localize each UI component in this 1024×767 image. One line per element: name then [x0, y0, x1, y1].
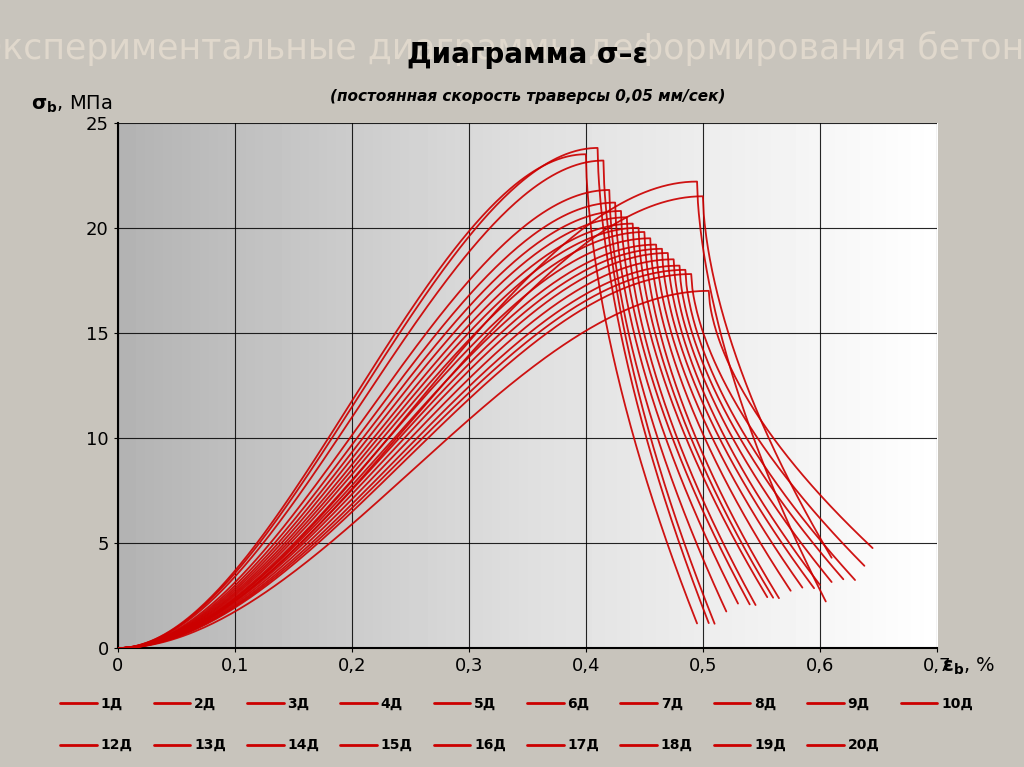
- Text: 1Д: 1Д: [100, 696, 123, 710]
- Text: 14Д: 14Д: [288, 738, 319, 752]
- Text: (постоянная скорость траверсы 0,05 мм/сек): (постоянная скорость траверсы 0,05 мм/се…: [330, 88, 725, 104]
- Text: 7Д: 7Д: [660, 696, 683, 710]
- Text: 2Д: 2Д: [194, 696, 216, 710]
- Text: 15Д: 15Д: [381, 738, 413, 752]
- Text: Диаграмма σ–ε: Диаграмма σ–ε: [407, 41, 648, 69]
- Text: 13Д: 13Д: [194, 738, 226, 752]
- Text: 20Д: 20Д: [848, 738, 880, 752]
- Text: 5Д: 5Д: [474, 696, 497, 710]
- Text: 16Д: 16Д: [474, 738, 506, 752]
- Text: 12Д: 12Д: [100, 738, 133, 752]
- Text: 10Д: 10Д: [941, 696, 973, 710]
- Text: 19Д: 19Д: [755, 738, 786, 752]
- Text: 4Д: 4Д: [381, 696, 403, 710]
- Text: Экспериментальные диаграммы деформирования бетона: Экспериментальные диаграммы деформирован…: [0, 31, 1024, 66]
- Text: 6Д: 6Д: [567, 696, 590, 710]
- Text: 3Д: 3Д: [288, 696, 309, 710]
- Text: 18Д: 18Д: [660, 738, 693, 752]
- Text: 8Д: 8Д: [755, 696, 776, 710]
- Text: 17Д: 17Д: [567, 738, 599, 752]
- Text: $\mathbf{\sigma_b}$, МПа: $\mathbf{\sigma_b}$, МПа: [31, 94, 113, 115]
- Text: 9Д: 9Д: [848, 696, 869, 710]
- Text: $\mathbf{\varepsilon_b}$, %: $\mathbf{\varepsilon_b}$, %: [942, 656, 995, 677]
